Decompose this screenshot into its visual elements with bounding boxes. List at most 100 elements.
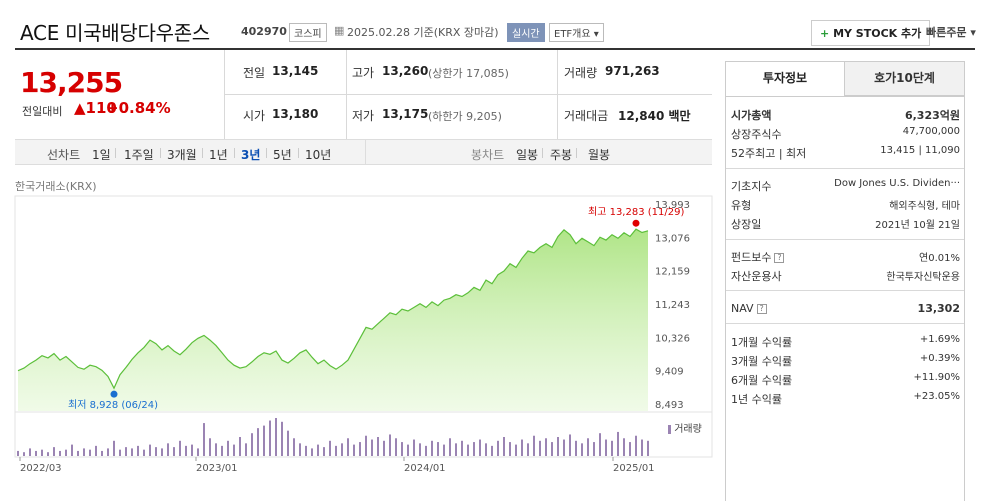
volume-bars <box>17 418 649 456</box>
volume-bar <box>197 448 199 456</box>
separator <box>576 148 577 158</box>
my-stock-add-button[interactable]: + MY STOCK 추가 <box>811 20 931 46</box>
price-area <box>18 229 648 411</box>
open-label: 시가 <box>243 109 266 123</box>
volume-bar <box>569 434 571 456</box>
etf-name: ACE 미국배당다우존스 <box>20 21 210 45</box>
return-3m-label: 3개월 수익률 <box>731 355 793 368</box>
tab-quote-10[interactable]: 호가10단계 <box>844 62 964 96</box>
period-1d[interactable]: 1일 <box>92 148 111 162</box>
chevron-down-icon: ▾ <box>593 29 599 40</box>
volume-bar <box>131 448 133 456</box>
price-line <box>17 228 649 390</box>
volume-bar <box>101 450 103 456</box>
shares-value: 47,700,000 <box>902 126 960 137</box>
separator <box>202 148 203 158</box>
volume-bar <box>179 440 181 456</box>
chart-markers: 최고 13,283 (11/29) 최저 8,928 (06/24) <box>68 206 684 411</box>
period-5y[interactable]: 5년 <box>273 148 292 162</box>
volume-bar <box>629 442 631 456</box>
period-1y[interactable]: 1년 <box>209 148 228 162</box>
y-tick-label: 10,326 <box>655 333 690 344</box>
volume-bar <box>515 444 517 456</box>
return-1y-value: +23.05% <box>913 391 960 402</box>
volume-bar <box>383 440 385 456</box>
volume-bar <box>29 448 31 456</box>
separator <box>542 148 543 158</box>
volume-bar <box>467 444 469 456</box>
help-icon[interactable]: ? <box>756 304 767 314</box>
header-divider <box>15 48 975 50</box>
period-3y[interactable]: 3년 <box>241 148 261 162</box>
volume-bar <box>257 428 259 456</box>
volume-bar <box>587 438 589 456</box>
min-point <box>110 390 118 398</box>
period-10y[interactable]: 10년 <box>305 148 332 162</box>
volume-bar <box>623 438 625 456</box>
volume-bar <box>149 444 151 456</box>
volume-bar <box>371 439 373 456</box>
volume-bar <box>83 448 85 456</box>
volume-bar <box>503 437 505 456</box>
volume-bar <box>509 442 511 456</box>
volume-bar <box>299 443 301 456</box>
quick-order-menu[interactable]: 빠른주문 ▾ <box>926 24 976 40</box>
change-label: 전일대비 <box>22 105 63 118</box>
nav-label-wrap: NAV? <box>731 302 767 315</box>
return-3m-value: +0.39% <box>919 353 960 364</box>
candle-monthly[interactable]: 월봉 <box>588 148 611 162</box>
divider <box>557 50 558 139</box>
volume-bar <box>71 444 73 456</box>
up-triangle-icon: ▲ <box>74 99 86 117</box>
low-value: 13,175 <box>382 107 429 121</box>
range-value: 13,415 | 11,090 <box>880 145 960 156</box>
divider <box>726 239 964 240</box>
live-badge[interactable]: 실시간 <box>507 23 545 42</box>
volume-bar <box>407 444 409 456</box>
range-label: 52주최고 | 최저 <box>731 147 807 160</box>
volume-bar <box>35 450 37 456</box>
volume-bar <box>593 442 595 456</box>
volume-bar <box>107 448 109 456</box>
manager-label: 자산운용사 <box>731 270 782 283</box>
etf-overview-label: ETF개요 <box>554 29 591 40</box>
candle-daily[interactable]: 일봉 <box>516 148 539 162</box>
volume-bar <box>431 440 433 456</box>
market-badge: 코스피 <box>289 23 327 42</box>
divider <box>726 323 964 324</box>
volume-bar <box>599 433 601 456</box>
volume-bar <box>137 445 139 456</box>
tab-invest-info[interactable]: 투자정보 <box>726 62 844 96</box>
volume-bar <box>641 439 643 456</box>
max-label: 최고 13,283 (11/29) <box>588 206 684 218</box>
fee-value: 연0.01% <box>919 253 960 264</box>
return-6m-label: 6개월 수익률 <box>731 374 793 387</box>
right-tabs <box>725 61 965 97</box>
volume-bar <box>473 442 475 456</box>
volume-bar <box>185 445 187 456</box>
volume-bar <box>527 443 529 456</box>
divider <box>224 94 712 95</box>
period-3m[interactable]: 3개월 <box>167 148 197 162</box>
amount-label: 거래대금 <box>564 109 609 123</box>
return-1m-value: +1.69% <box>919 334 960 345</box>
volume-bar <box>65 449 67 456</box>
chart-source: 한국거래소(KRX) <box>15 180 97 193</box>
help-icon[interactable]: ? <box>774 253 785 263</box>
volume-bar <box>323 447 325 456</box>
etf-overview-dropdown[interactable]: ETF개요 ▾ <box>549 23 604 42</box>
volume-bar <box>359 442 361 456</box>
prev-label: 전일 <box>243 66 266 80</box>
chevron-down-icon: ▾ <box>970 26 976 39</box>
volume-bar <box>77 450 79 456</box>
high-label: 고가 <box>352 66 375 80</box>
candle-weekly[interactable]: 주봉 <box>550 148 573 162</box>
volume-bar <box>221 445 223 456</box>
volume-bar <box>233 444 235 456</box>
volume-bar <box>119 449 121 456</box>
index-value: Dow Jones U.S. Dividen··· <box>834 178 960 189</box>
index-label: 기초지수 <box>731 180 772 193</box>
period-1w[interactable]: 1주일 <box>124 148 154 162</box>
volume-bar <box>167 443 169 456</box>
